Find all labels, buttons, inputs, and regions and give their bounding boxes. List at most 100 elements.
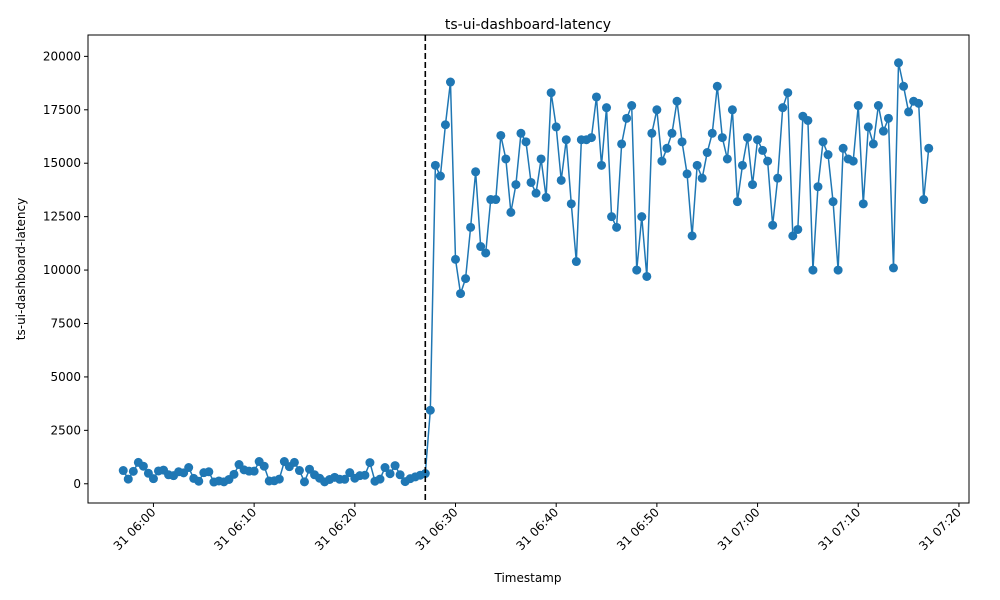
data-point xyxy=(385,469,395,479)
data-point xyxy=(390,461,400,471)
data-point xyxy=(667,128,677,138)
data-point xyxy=(461,274,471,284)
data-point xyxy=(622,113,632,123)
data-point xyxy=(863,122,873,132)
data-point xyxy=(924,143,934,153)
data-point xyxy=(138,461,148,471)
data-point xyxy=(184,463,194,473)
y-tick-label: 5000 xyxy=(50,370,81,384)
data-point xyxy=(632,265,642,275)
data-point xyxy=(204,467,214,477)
data-point xyxy=(249,466,259,476)
data-point xyxy=(828,197,838,207)
data-point xyxy=(662,143,672,153)
plot-area xyxy=(118,35,934,503)
data-point xyxy=(813,182,823,192)
data-point xyxy=(682,169,692,179)
data-point xyxy=(873,101,883,111)
y-tick-label: 0 xyxy=(73,477,81,491)
data-point xyxy=(451,254,460,264)
axes-frame xyxy=(87,34,970,504)
data-point xyxy=(586,133,596,143)
data-point xyxy=(838,143,848,153)
data-point xyxy=(602,103,612,113)
data-point xyxy=(375,474,385,484)
data-point xyxy=(541,192,551,202)
data-point xyxy=(440,120,450,130)
y-tick-label: 17500 xyxy=(43,103,81,117)
chart-title: ts-ui-dashboard-latency xyxy=(445,17,611,33)
data-point xyxy=(516,128,526,138)
data-point xyxy=(194,476,204,486)
data-point xyxy=(561,135,571,145)
data-point xyxy=(919,195,929,205)
data-point xyxy=(758,145,768,155)
y-tick-label: 12500 xyxy=(43,210,81,224)
data-point xyxy=(687,231,697,241)
data-point xyxy=(526,177,536,187)
data-point xyxy=(773,173,783,183)
data-point xyxy=(692,160,702,170)
data-point xyxy=(904,107,914,117)
data-point xyxy=(778,103,788,113)
data-point xyxy=(853,101,863,111)
data-point xyxy=(888,263,898,273)
data-point xyxy=(118,466,128,476)
data-point xyxy=(647,128,657,138)
data-point xyxy=(481,248,491,258)
data-point xyxy=(818,137,828,147)
data-point xyxy=(737,160,747,170)
data-point xyxy=(148,474,158,484)
data-point xyxy=(425,405,435,415)
data-point xyxy=(546,88,556,98)
data-point xyxy=(914,98,924,108)
x-axis-title: Timestamp xyxy=(494,571,562,585)
data-point xyxy=(435,171,445,181)
data-point xyxy=(899,81,909,91)
data-point xyxy=(128,466,138,476)
data-point xyxy=(501,154,511,164)
data-point xyxy=(652,105,662,115)
y-tick-label: 2500 xyxy=(50,423,81,437)
data-point xyxy=(878,126,888,136)
data-point xyxy=(471,167,481,177)
data-point xyxy=(229,469,239,479)
data-point xyxy=(420,469,430,479)
data-point xyxy=(597,160,606,170)
data-point xyxy=(763,156,773,166)
y-tick-label: 10000 xyxy=(43,263,81,277)
data-point xyxy=(748,180,758,190)
data-point xyxy=(742,133,752,143)
data-point xyxy=(753,135,763,145)
data-point xyxy=(833,265,843,275)
data-point xyxy=(768,220,778,230)
y-axis: 0 2500 5000 7500 10000 12500 15000 17500 20000 xyxy=(43,49,88,491)
data-point xyxy=(783,88,793,98)
data-point xyxy=(894,58,904,68)
data-point xyxy=(803,115,813,125)
data-point xyxy=(672,96,682,106)
data-point xyxy=(536,154,546,164)
data-point xyxy=(868,139,878,149)
data-point xyxy=(531,188,541,198)
data-point xyxy=(607,212,617,222)
data-point xyxy=(274,474,284,484)
data-point xyxy=(883,113,893,123)
data-point xyxy=(727,105,737,115)
data-point xyxy=(712,81,722,91)
data-point xyxy=(722,154,732,164)
data-point xyxy=(294,466,304,476)
y-tick-label: 20000 xyxy=(43,49,81,63)
data-point xyxy=(858,199,868,209)
data-point xyxy=(395,470,405,480)
data-point xyxy=(848,156,858,166)
data-point xyxy=(642,271,652,281)
data-point xyxy=(808,265,818,275)
data-point xyxy=(707,128,717,138)
data-point xyxy=(637,212,647,222)
data-point xyxy=(430,160,440,170)
data-point xyxy=(466,222,476,232)
y-tick-label: 15000 xyxy=(43,156,81,170)
